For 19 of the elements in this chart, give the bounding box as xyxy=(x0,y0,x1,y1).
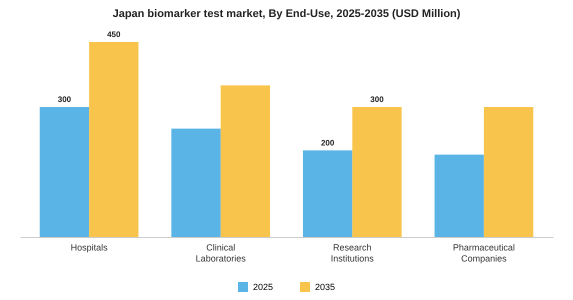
bar xyxy=(484,107,534,237)
x-tick-label: Hospitals xyxy=(70,242,108,252)
bar xyxy=(352,107,402,237)
data-label: 450 xyxy=(107,30,121,39)
bar xyxy=(171,128,221,237)
bar xyxy=(40,107,90,237)
x-tick-label: Clinical Laboratories xyxy=(196,242,246,264)
legend-label: 2025 xyxy=(253,282,274,292)
x-tick-label: Research Institutions xyxy=(330,242,374,264)
chart-title: Japan biomarker test market, By End-Use, 2025-2035 (USD Million) xyxy=(112,8,461,20)
bar xyxy=(434,154,484,237)
data-label: 300 xyxy=(370,95,384,104)
bar xyxy=(89,42,138,237)
bar xyxy=(302,150,352,237)
x-tick-label: Pharmaceutical Companies xyxy=(452,242,515,264)
legend-label: 2035 xyxy=(315,282,336,292)
data-label: 200 xyxy=(320,138,335,148)
data-label: 300 xyxy=(58,95,72,104)
bar xyxy=(220,85,270,237)
